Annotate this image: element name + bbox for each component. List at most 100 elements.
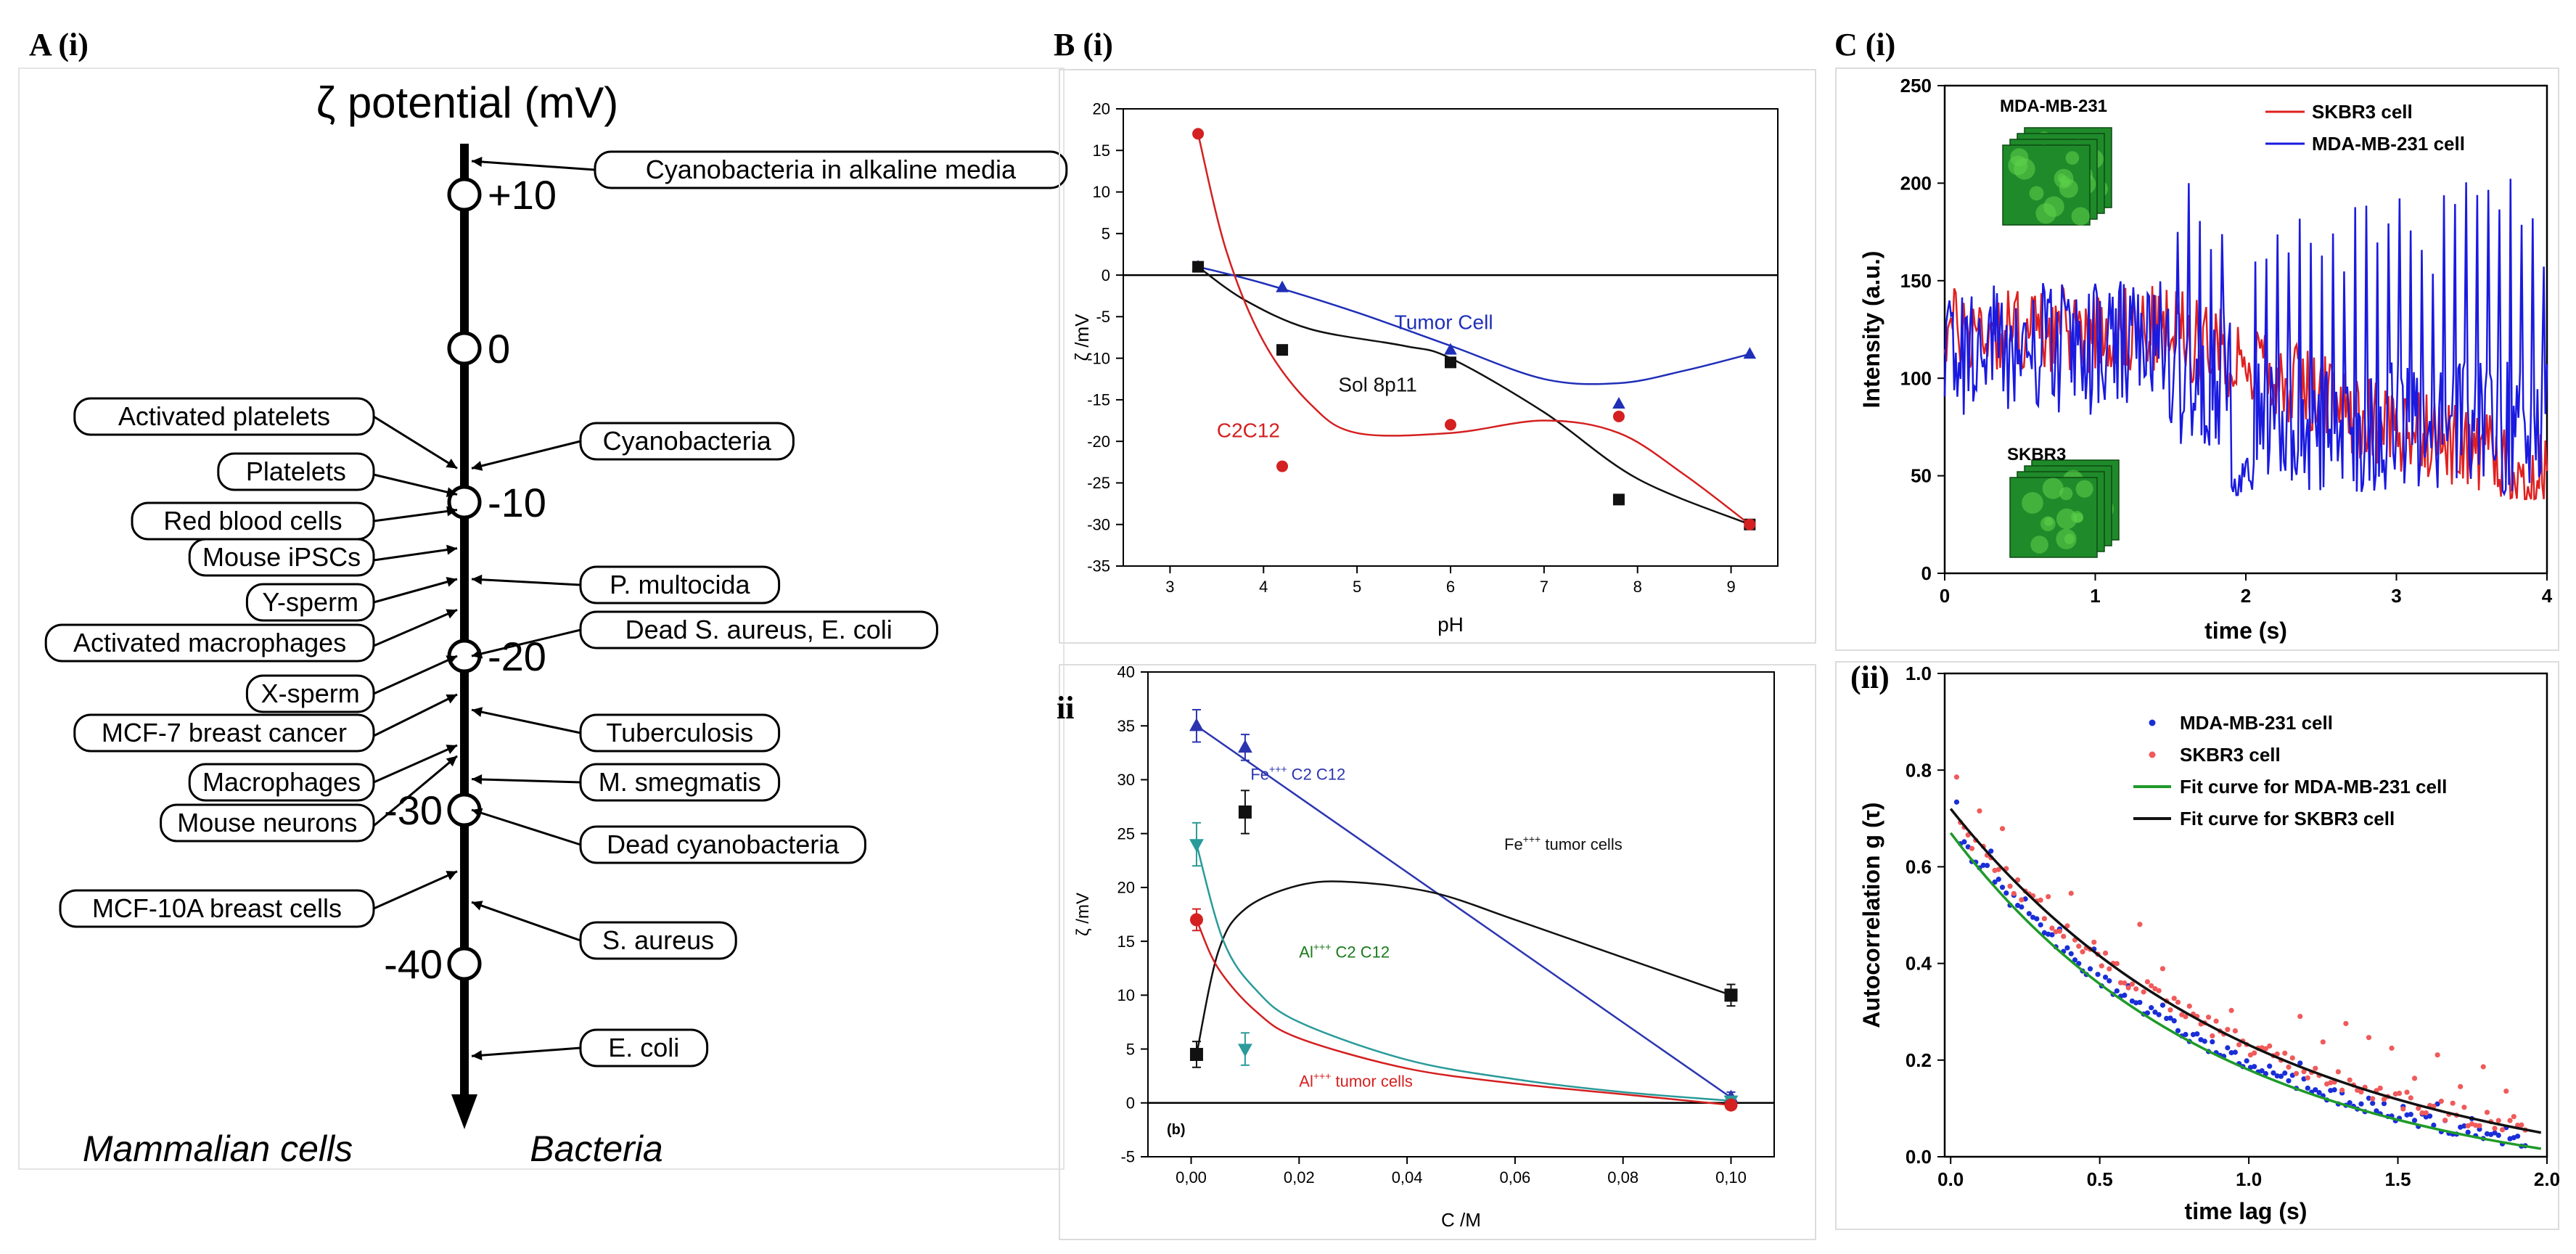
cii-point-skbr3-cell bbox=[2347, 1077, 2353, 1083]
label-box-activated-macrophages bbox=[44, 623, 375, 663]
cii-point-skbr3-cell bbox=[2404, 1089, 2410, 1095]
bi-point-sol-8p11 bbox=[1192, 261, 1205, 273]
chart-cii: 0.0 0.5 1.0 1.5 2.0 0.0 0.2 0.4 0.6 0.8 1.0 MDA-MB-… bbox=[1858, 663, 2560, 1224]
bact-cyanobacteria-arrowhead bbox=[472, 461, 483, 471]
cii-point-mda-mb-231-cell bbox=[2164, 1015, 2170, 1022]
mammal-mcf-7-breast-cancer-arrowhead bbox=[446, 694, 457, 704]
label-platelets: Platelets bbox=[246, 456, 346, 486]
bii-ytick-label-40: 40 bbox=[1117, 663, 1135, 681]
bact-m-smegmatis-arrow-line bbox=[471, 778, 581, 784]
cii-legend-label-skbr3-cell: SKBR3 cell bbox=[2180, 744, 2281, 766]
cii-point-skbr3-cell bbox=[2114, 961, 2120, 967]
cii-point-mda-mb-231-cell bbox=[2297, 1060, 2303, 1066]
ci-xtick-label-2: 2 bbox=[2241, 585, 2251, 607]
ci-inset-cell-mda-mb-231 bbox=[2065, 151, 2080, 165]
panel-ci-frame bbox=[1835, 67, 2559, 651]
label-box-mouse-ipscs bbox=[188, 538, 375, 577]
mammal-platelets-arrowhead bbox=[446, 487, 457, 497]
cii-point-mda-mb-231-cell bbox=[2114, 988, 2120, 994]
mammal-mouse-ipscs-arrow-line bbox=[373, 547, 458, 562]
bi-curve-c2c12 bbox=[1197, 134, 1751, 525]
bii-ytick-label-15: 15 bbox=[1117, 933, 1135, 951]
cii-ytick-label-1-0: 1.0 bbox=[1906, 663, 1932, 684]
cii-point-skbr3-cell bbox=[2091, 939, 2097, 945]
bact-dead-s-aureus-e-coli-arrowhead bbox=[472, 648, 483, 659]
ci-xtick-label-1: 1 bbox=[2090, 585, 2100, 607]
bii-curve-fe-c2-c12 bbox=[1196, 725, 1732, 1099]
cii-point-mda-mb-231-cell bbox=[2137, 999, 2143, 1005]
bi-point-sol-8p11 bbox=[1445, 356, 1456, 369]
panel-bii-label: ii bbox=[1057, 690, 1074, 726]
cii-point-mda-mb-231-cell bbox=[2026, 911, 2032, 917]
ci-trace-mda-mb-231-cell bbox=[1943, 179, 2548, 496]
cii-point-mda-mb-231-cell bbox=[2374, 1108, 2379, 1114]
cii-point-mda-mb-231-cell bbox=[2019, 904, 2025, 910]
cii-point-mda-mb-231-cell bbox=[2122, 992, 2128, 999]
mammal-x-sperm-arrow-line bbox=[373, 655, 458, 695]
cii-point-mda-mb-231-cell bbox=[2259, 1067, 2265, 1074]
cii-point-skbr3-cell bbox=[2137, 922, 2143, 927]
bii-xtick-label-0-00: 0,00 bbox=[1176, 1168, 1207, 1187]
label-y-sperm: Y-sperm bbox=[262, 587, 358, 617]
bii-point-al-tumor-cells bbox=[1724, 1098, 1738, 1112]
mammal-y-sperm-arrow-line bbox=[373, 578, 458, 604]
cii-point-skbr3-cell bbox=[2129, 981, 2135, 987]
ci-ytick-label-150: 150 bbox=[1900, 270, 1932, 292]
bii-xtick-label-0-08: 0,08 bbox=[1607, 1168, 1638, 1187]
cii-point-mda-mb-231-cell bbox=[2316, 1090, 2322, 1096]
cii-point-skbr3-cell bbox=[2499, 1127, 2506, 1133]
ci-xtick-label-4: 4 bbox=[2542, 585, 2553, 607]
label-macrophages: Macrophages bbox=[202, 767, 361, 797]
cii-point-mda-mb-231-cell bbox=[2210, 1038, 2215, 1045]
cii-point-skbr3-cell bbox=[2041, 916, 2048, 922]
mammal-red-blood-cells-arrow-line bbox=[373, 509, 458, 522]
tick-label-10: +10 bbox=[488, 172, 557, 218]
cii-point-skbr3-cell bbox=[2064, 923, 2070, 929]
bi-point-tumor-cell bbox=[1743, 347, 1757, 359]
panel-bii-frame bbox=[1059, 664, 1816, 1240]
cii-point-mda-mb-231-cell bbox=[2133, 1000, 2139, 1006]
cii-point-skbr3-cell bbox=[2289, 1055, 2295, 1061]
tick-0-marker bbox=[447, 331, 482, 366]
cii-point-mda-mb-231-cell bbox=[1992, 879, 1998, 885]
bii-xtick-label-0-04: 0,04 bbox=[1392, 1168, 1423, 1187]
label-activated-platelets: Activated platelets bbox=[118, 401, 330, 431]
bii-curve-al-tumor-cells bbox=[1195, 919, 1731, 1106]
cii-point-skbr3-cell bbox=[2313, 1065, 2318, 1071]
cii-fit-fit-curve-for-mda-mb-231-cell bbox=[1949, 832, 2542, 1150]
cii-point-skbr3-cell bbox=[2125, 985, 2131, 991]
cii-point-skbr3-cell bbox=[2495, 1118, 2501, 1123]
bi-point-c2c12 bbox=[1744, 518, 1756, 530]
cii-point-skbr3-cell bbox=[2076, 943, 2082, 949]
bi-ytick-label-35: -35 bbox=[1087, 557, 1110, 575]
label-m-smegmatis: M. smegmatis bbox=[599, 767, 761, 797]
ci-ytick-label-250: 250 bbox=[1900, 75, 1932, 97]
bi-xtick-label-8: 8 bbox=[1633, 578, 1642, 596]
cii-point-mda-mb-231-cell bbox=[2492, 1130, 2498, 1136]
bii-xtick-label-0-10: 0,10 bbox=[1715, 1168, 1747, 1187]
ci-xtick-label-0: 0 bbox=[1940, 585, 1950, 607]
cii-point-mda-mb-231-cell bbox=[2347, 1099, 2353, 1106]
cii-point-mda-mb-231-cell bbox=[2411, 1118, 2418, 1123]
cii-point-mda-mb-231-cell bbox=[2064, 945, 2070, 951]
cii-ytick-label-0-0: 0.0 bbox=[1906, 1146, 1932, 1168]
cii-point-skbr3-cell bbox=[2411, 1075, 2418, 1081]
cii-point-mda-mb-231-cell bbox=[2149, 1005, 2154, 1011]
ci-inset-cell-skbr3 bbox=[2022, 492, 2043, 514]
bii-ytick-label-20: 20 bbox=[1117, 879, 1135, 897]
cii-point-skbr3-cell bbox=[2267, 1043, 2273, 1049]
cii-point-skbr3-cell bbox=[2056, 928, 2063, 934]
ci-xlabel: time (s) bbox=[2204, 618, 2287, 644]
bii-ytick-label-30: 30 bbox=[1117, 771, 1135, 789]
ci-inset-cell-skbr3 bbox=[2056, 508, 2077, 530]
bact-dead-cyanobacteria-arrow-line bbox=[471, 808, 581, 846]
mammal-mcf-10a-breast-cells-arrow-line bbox=[373, 870, 458, 910]
ci-inset-cell-skbr3 bbox=[2059, 487, 2073, 501]
cii-point-skbr3-cell bbox=[2186, 1003, 2192, 1009]
cii-legend-swatch-skbr3-cell bbox=[2149, 751, 2156, 758]
cii-point-skbr3-cell bbox=[2205, 1015, 2212, 1020]
bi-annotation-c2c12: C2C12 bbox=[1217, 419, 1280, 441]
cii-point-mda-mb-231-cell bbox=[2049, 932, 2055, 938]
bact-dead-s-aureus-e-coli-arrow-line bbox=[471, 628, 581, 657]
label-tuberculosis: Tuberculosis bbox=[606, 718, 753, 747]
